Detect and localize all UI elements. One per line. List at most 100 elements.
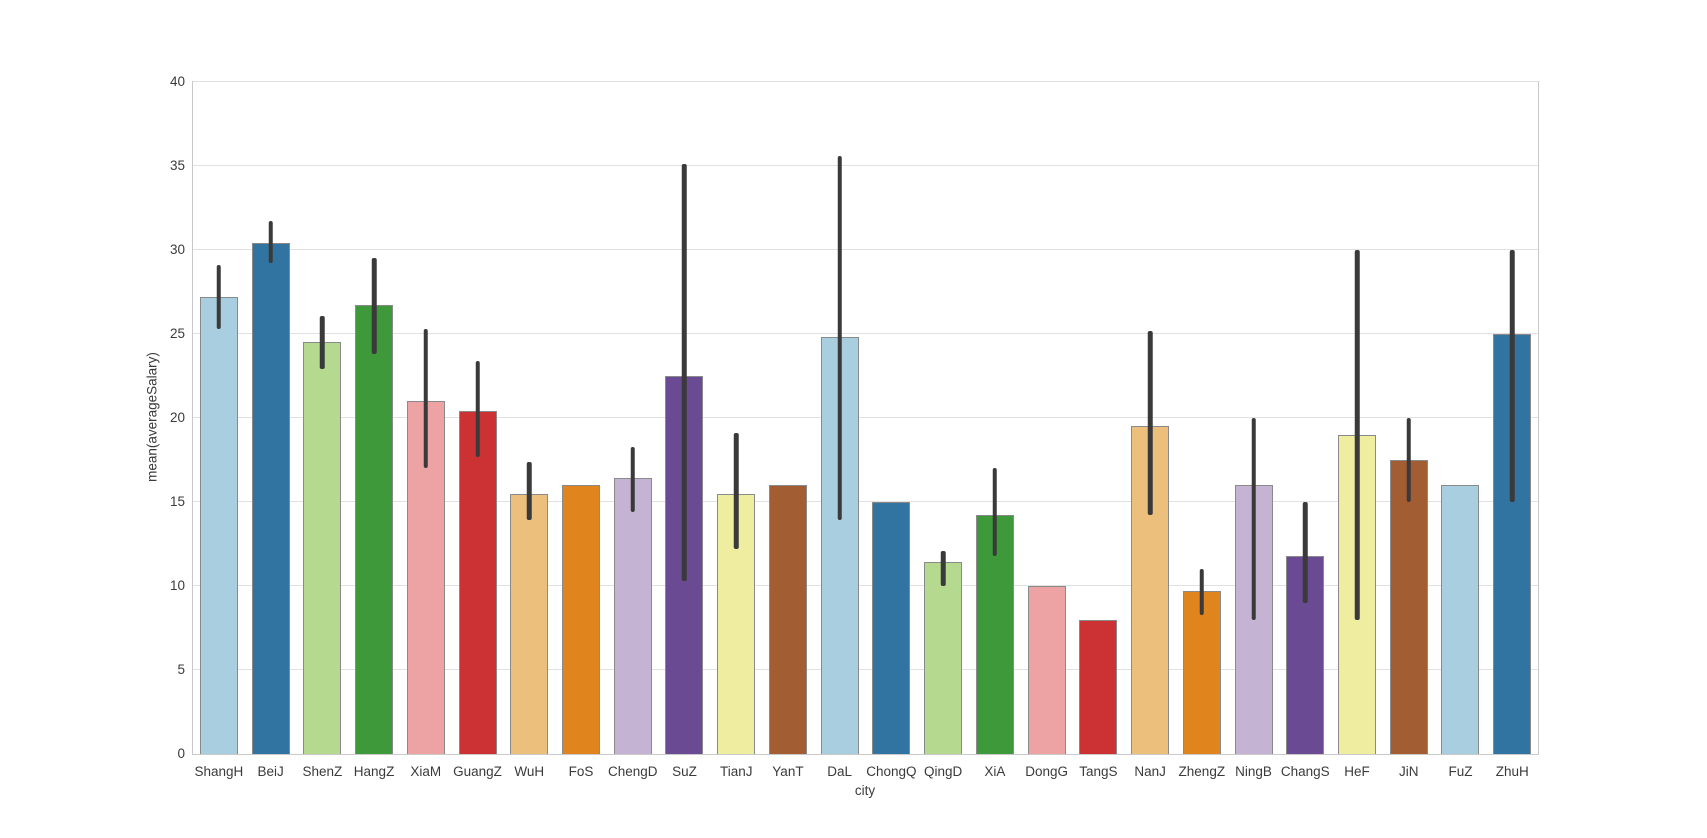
error-bar xyxy=(1509,250,1515,502)
x-tick-label: TianJ xyxy=(719,764,753,779)
bar-group-ShenZ: ShenZ xyxy=(296,82,348,779)
x-tick-label: HangZ xyxy=(353,764,395,779)
error-bar xyxy=(1303,502,1308,603)
bar-group-FoS: FoS xyxy=(555,82,607,779)
x-tick-label: WuH xyxy=(514,764,545,779)
x-tick-label: FuZ xyxy=(1448,764,1473,779)
error-bar xyxy=(216,265,222,329)
gridline xyxy=(193,333,1538,334)
bar-group-ShangH: ShangH xyxy=(193,82,245,779)
bar-group-ChengD: ChengD xyxy=(607,82,659,779)
bar-group-NingB: NingB xyxy=(1228,82,1280,779)
bar-group-ChangS: ChangS xyxy=(1279,82,1331,779)
bar xyxy=(251,243,290,754)
x-tick-label: SuZ xyxy=(672,764,697,779)
bar-group-ChongQ: ChongQ xyxy=(866,82,918,779)
error-bar xyxy=(475,360,480,457)
bar xyxy=(872,502,911,754)
x-axis-title: city xyxy=(854,783,876,798)
error-bar xyxy=(837,155,842,521)
bar-group-WuH: WuH xyxy=(503,82,555,779)
error-bar xyxy=(682,164,687,581)
error-bar xyxy=(940,550,946,586)
x-tick-label: BeiJ xyxy=(257,764,284,779)
x-tick-label: NingB xyxy=(1235,764,1272,779)
x-tick-label: XiA xyxy=(984,764,1006,779)
x-tick-label: FoS xyxy=(568,764,594,779)
x-tick-label: TangS xyxy=(1079,764,1118,779)
gridline xyxy=(193,165,1538,166)
bar-group-XiA: XiA xyxy=(969,82,1021,779)
x-tick-label: ChongQ xyxy=(866,764,917,779)
bar-group-HangZ: HangZ xyxy=(348,82,400,779)
x-tick-label: ChengD xyxy=(607,764,658,779)
x-tick-label: NanJ xyxy=(1134,764,1166,779)
y-tick-label: 25 xyxy=(169,326,185,341)
bar-group-YanT: YanT xyxy=(762,82,814,779)
x-tick-label: ZhuH xyxy=(1495,764,1529,779)
bar xyxy=(1079,619,1118,754)
x-tick-label: HeF xyxy=(1344,764,1370,779)
bar-group-GuangZ: GuangZ xyxy=(452,82,504,779)
x-tick-label: XiaM xyxy=(410,764,442,779)
error-bar xyxy=(268,221,273,264)
bar xyxy=(1441,485,1480,754)
y-tick-label: 30 xyxy=(169,242,185,257)
gridline xyxy=(193,501,1538,502)
bar xyxy=(510,493,549,754)
bar xyxy=(1182,591,1221,754)
error-bar xyxy=(320,315,325,370)
x-tick-label: ShenZ xyxy=(302,764,343,779)
bar xyxy=(613,478,652,754)
bar-group-XiaM: XiaM xyxy=(400,82,452,779)
bar xyxy=(924,562,963,754)
bar xyxy=(768,485,807,754)
gridline xyxy=(193,249,1538,250)
x-tick-label: GuangZ xyxy=(453,764,502,779)
bar xyxy=(458,411,497,754)
error-bar xyxy=(1199,569,1205,615)
gridline xyxy=(193,417,1538,418)
bar-group-DongG: DongG xyxy=(1021,82,1073,779)
bar xyxy=(1027,586,1066,754)
bar-group-TangS: TangS xyxy=(1072,82,1124,779)
plot-area: 0 5 10 15 20 25 30 35 40 ShangH BeiJ ShenZ HangZ Xia… xyxy=(170,75,1539,779)
x-tick-label: DongG xyxy=(1025,764,1068,779)
bar xyxy=(562,485,600,754)
x-tick-label: QingD xyxy=(924,764,963,779)
x-tick-label: JiN xyxy=(1399,764,1419,779)
bar-group-TianJ: TianJ xyxy=(710,82,762,779)
error-bar xyxy=(733,433,739,550)
x-tick-label: YanT xyxy=(772,764,804,779)
y-tick-label: 15 xyxy=(169,494,185,509)
bar-group-ZhengZ: ZhengZ xyxy=(1176,82,1228,779)
bar-group-QingD: QingD xyxy=(917,82,969,779)
error-bar xyxy=(423,328,429,469)
bar-group-HeF: HeF xyxy=(1331,82,1383,779)
error-bar xyxy=(1406,418,1411,502)
bar xyxy=(355,305,394,754)
bar xyxy=(1286,555,1325,754)
bar xyxy=(199,297,238,754)
error-bar xyxy=(1147,330,1153,516)
error-bar xyxy=(371,258,377,355)
y-tick-label: 5 xyxy=(177,662,185,677)
bars-layer: ShangH BeiJ ShenZ HangZ XiaM GuangZ WuH FoS Chen… xyxy=(193,82,1538,779)
gridline xyxy=(193,669,1538,670)
y-tick-label: 20 xyxy=(169,410,185,425)
bar-group-SuZ: SuZ xyxy=(659,82,711,779)
error-bar xyxy=(527,461,532,521)
bar-group-JiN: JiN xyxy=(1383,82,1435,779)
x-tick-label: ZhengZ xyxy=(1178,764,1226,779)
error-bar xyxy=(1354,250,1360,620)
gridline xyxy=(193,585,1538,586)
y-tick-label: 0 xyxy=(177,746,185,761)
y-tick-label: 10 xyxy=(169,578,185,593)
error-bar xyxy=(1251,418,1256,620)
bar-group-BeiJ: BeiJ xyxy=(245,82,297,779)
x-tick-label: ChangS xyxy=(1280,764,1330,779)
bar-group-DaL: DaL xyxy=(814,82,866,779)
x-tick-label: ShangH xyxy=(194,764,244,779)
y-tick-label: 35 xyxy=(169,158,185,173)
